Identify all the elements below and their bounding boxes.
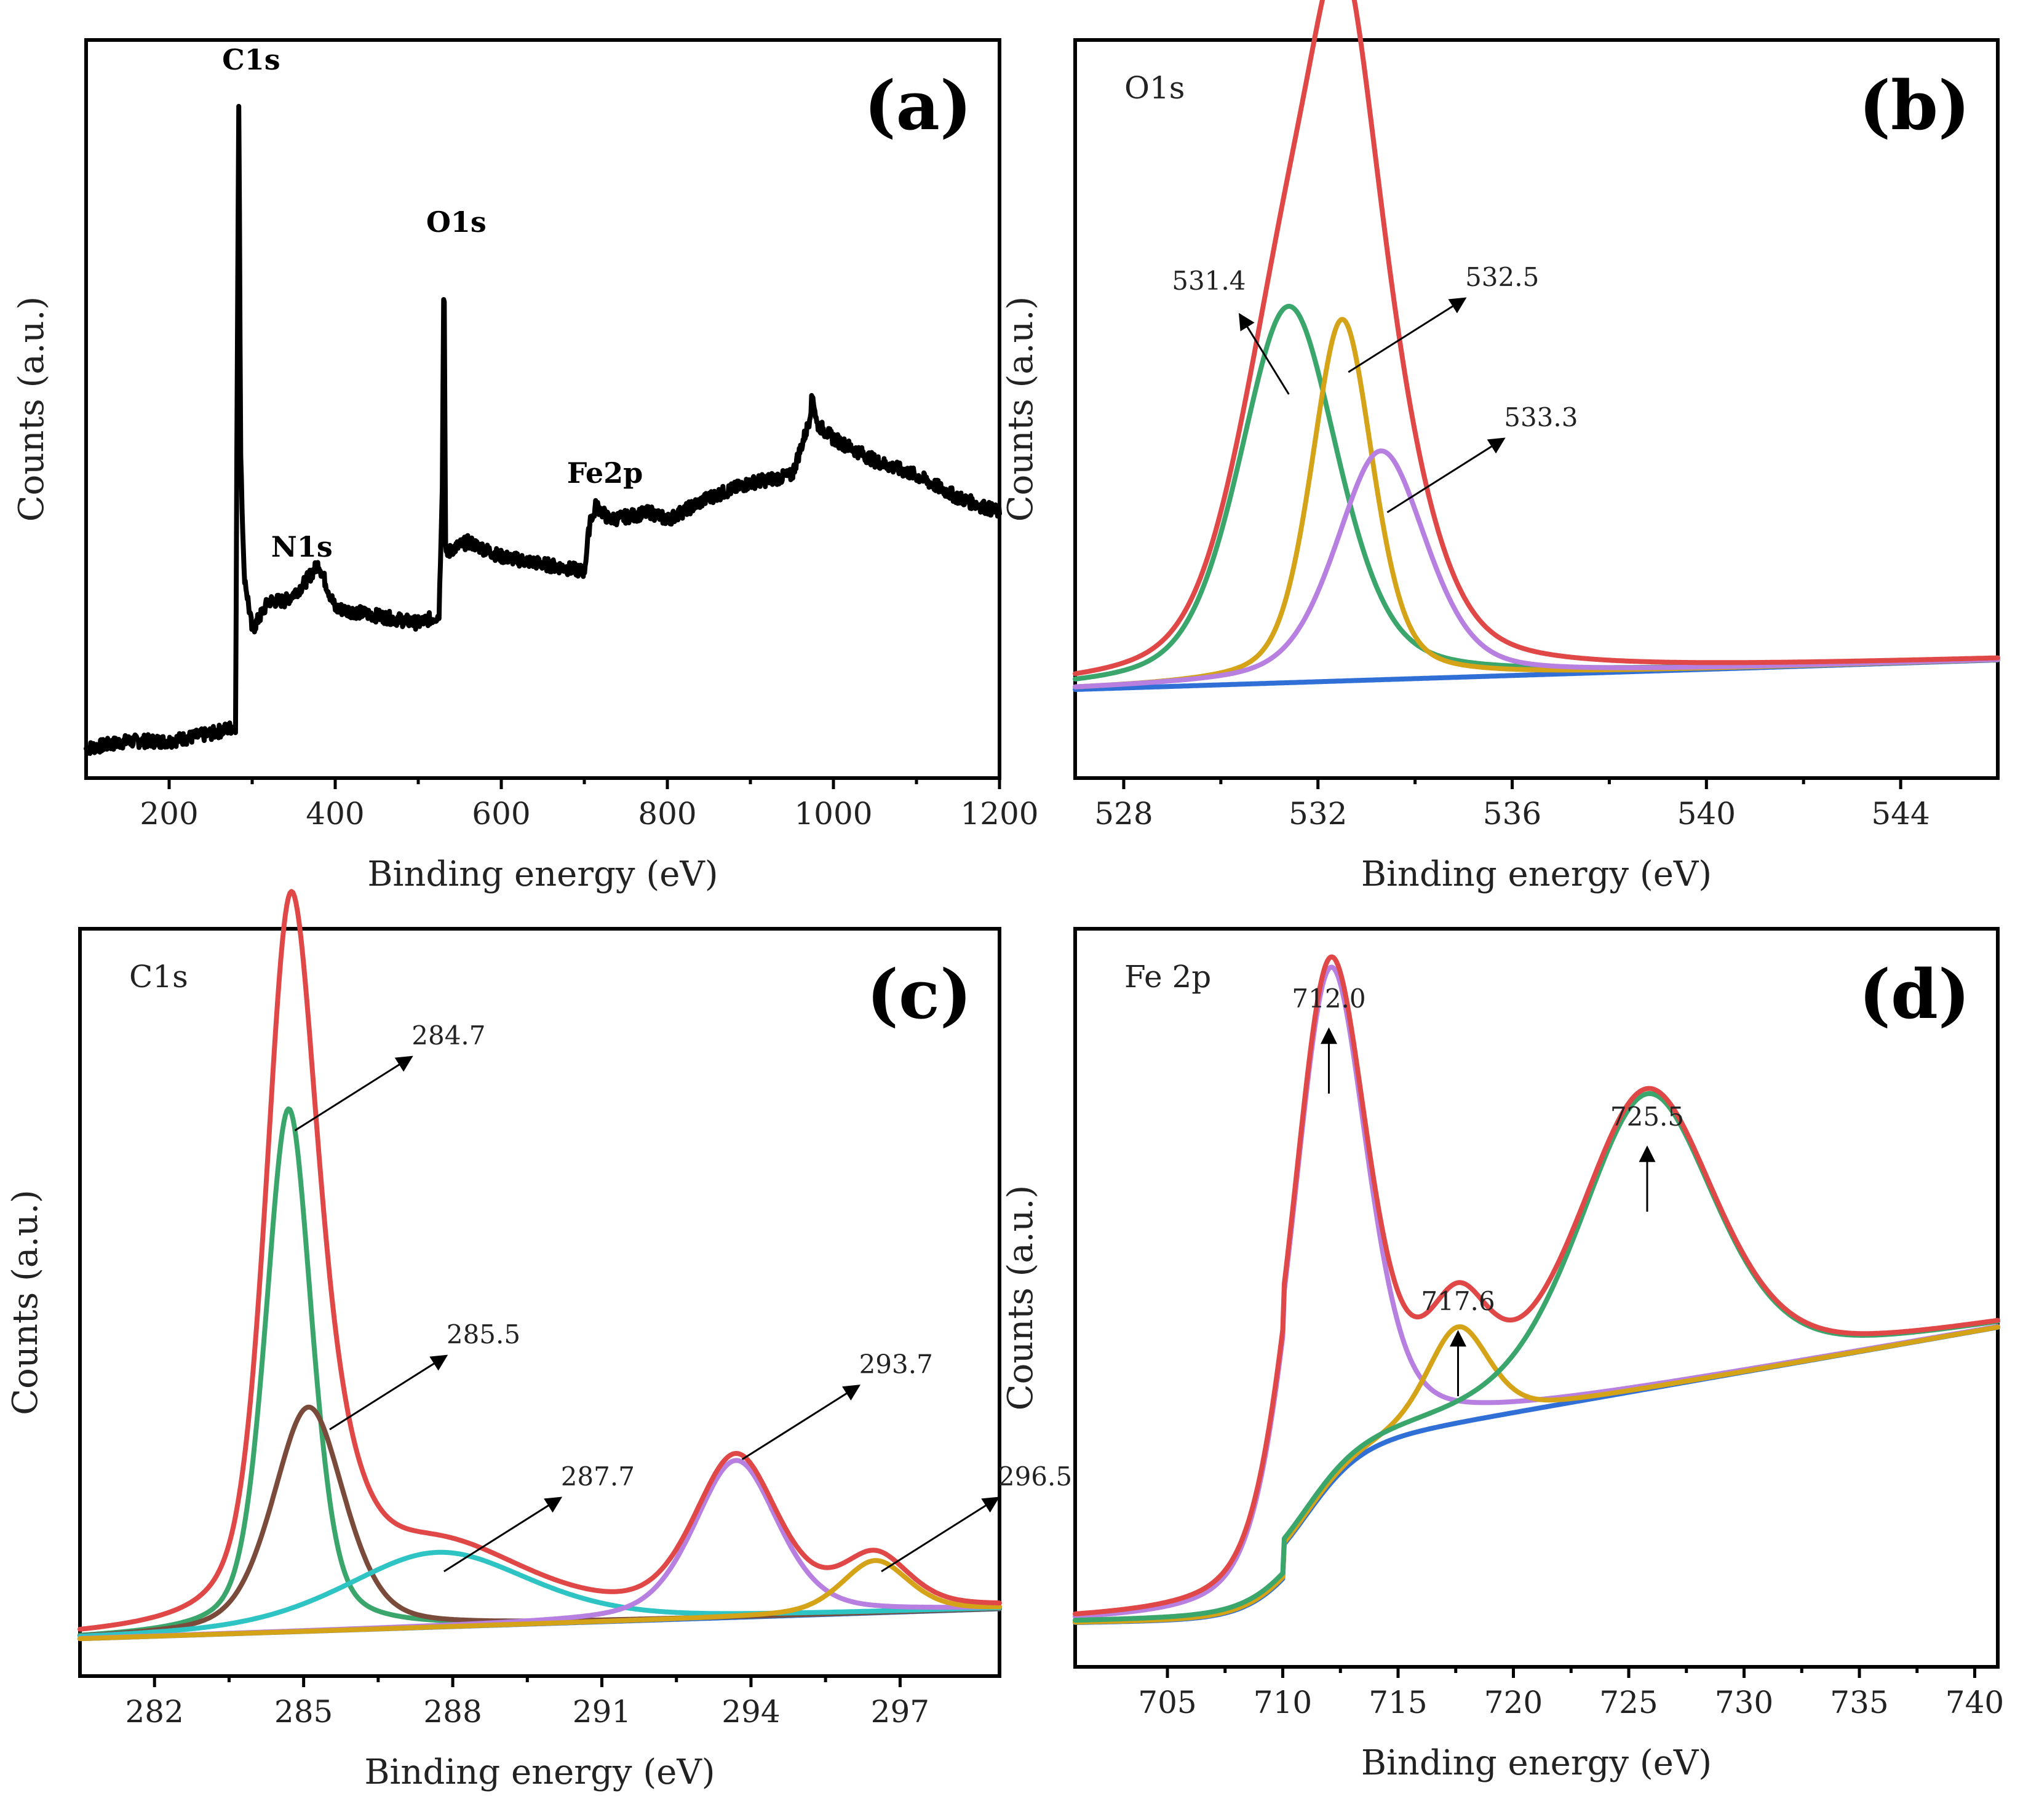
annotation-arrow (1238, 312, 1290, 395)
panel-label: (b) (1859, 66, 1970, 145)
x-tick-label: 544 (1871, 796, 1930, 832)
component-peak-725-5 (1073, 1091, 2000, 1623)
peak-annotation: 293.7 (859, 1349, 933, 1380)
x-tick-label: 400 (306, 796, 364, 832)
peak-annotation: 717.6 (1421, 1286, 1495, 1316)
peak-annotation: 287.7 (561, 1461, 635, 1492)
x-tick-label: 1200 (960, 796, 1038, 832)
spectrum-title: Fe 2p (1124, 959, 1211, 995)
x-tick-label: 715 (1369, 1685, 1427, 1720)
y-axis-label: Counts (a.u.) (1001, 296, 1041, 522)
x-tick-label: 740 (1945, 1685, 2004, 1720)
x-tick-label: 710 (1254, 1685, 1312, 1720)
baseline-line (1073, 1325, 2000, 1625)
x-tick-label: 291 (573, 1694, 631, 1730)
panel-label: (d) (1859, 955, 1970, 1034)
peak-annotation: 284.7 (411, 1020, 485, 1051)
x-tick-label: 705 (1138, 1685, 1196, 1720)
x-tick-label: 536 (1483, 796, 1541, 832)
x-tick-label: 720 (1484, 1685, 1543, 1720)
x-tick-label: 288 (423, 1694, 482, 1730)
panel-a: 200 400 600 800 1000 1200 Binding energy (eV) C… (12, 38, 1039, 894)
panel-c: 282 285 288 291 294 297 Binding energy (eV) Cou… (6, 889, 1072, 1792)
annotation-arrow (741, 1385, 860, 1460)
peak-annotation: 296.5 (998, 1461, 1072, 1492)
panel-label: (a) (864, 66, 972, 145)
annotation-arrow (443, 1496, 563, 1573)
x-tick-label: 200 (140, 796, 198, 832)
x-tick-label: 532 (1289, 796, 1347, 832)
plot-frame (1073, 927, 2000, 1669)
peak-annotation: 532.5 (1465, 262, 1539, 292)
component-peak-712-0 (1073, 964, 2000, 1619)
x-axis-label: Binding energy (eV) (364, 1752, 715, 1792)
peak-label: O1s (426, 205, 487, 239)
component-peak-296-5 (78, 1558, 1002, 1642)
peak-annotation: 285.5 (447, 1319, 520, 1349)
annotation-arrow (329, 1354, 448, 1431)
envelope-line (78, 889, 1002, 1632)
component-peak-531-4 (1073, 303, 2000, 682)
annotation-arrow (881, 1496, 1000, 1573)
component-peak-717-6 (1073, 1324, 2000, 1625)
x-tick-label: 800 (638, 796, 696, 832)
component-peak-287-7 (78, 1549, 1002, 1639)
envelope-line (1073, 954, 2000, 1616)
envelope-line (1073, 0, 2000, 677)
peak-annotation: 725.5 (1610, 1102, 1684, 1132)
y-axis-label: Counts (a.u.) (1001, 1185, 1041, 1411)
x-axis-label: Binding energy (eV) (1361, 854, 1712, 894)
x-axis-label: Binding energy (eV) (1361, 1743, 1712, 1783)
x-tick-label: 1000 (794, 796, 872, 832)
peak-label: Fe2p (567, 456, 643, 490)
x-tick-label: 282 (125, 1694, 183, 1730)
plot-frame (1073, 38, 2000, 780)
x-axis-label: Binding energy (eV) (367, 854, 718, 894)
component-peak-532-5 (1073, 317, 2000, 689)
annotation-arrow (294, 1055, 413, 1132)
x-tick-label: 735 (1830, 1685, 1888, 1720)
peak-annotation: 712.0 (1292, 984, 1365, 1014)
panel-b: 528 532 536 540 544 Binding energy (eV) Counts… (1001, 0, 2000, 894)
x-tick-label: 730 (1715, 1685, 1773, 1720)
peak-label: C1s (222, 43, 280, 76)
annotation-arrow (1386, 437, 1506, 514)
panel-label: (c) (867, 955, 972, 1034)
plot-frame (84, 38, 1001, 780)
peak-annotation: 533.3 (1504, 402, 1578, 432)
x-tick-label: 297 (871, 1694, 929, 1730)
plot-frame (78, 927, 1001, 1678)
y-axis-label: Counts (a.u.) (12, 296, 52, 522)
x-tick-label: 540 (1677, 796, 1736, 832)
y-axis-label: Counts (a.u.) (6, 1190, 46, 1415)
x-tick-label: 294 (721, 1694, 780, 1730)
x-tick-label: 600 (472, 796, 530, 832)
x-tick-label: 725 (1599, 1685, 1658, 1720)
spectrum-title: O1s (1124, 70, 1185, 106)
annotation-arrow (1348, 297, 1467, 373)
x-tick-label: 285 (274, 1694, 333, 1730)
survey-spectrum-line (84, 103, 1002, 756)
spectrum-title: C1s (129, 959, 188, 995)
panel-d: 705 710 715 720 725 730 735 740 Binding energy (… (1001, 927, 2004, 1783)
peak-label: N1s (271, 530, 333, 563)
x-tick-label: 528 (1094, 796, 1153, 832)
peak-annotation: 531.4 (1172, 266, 1246, 296)
